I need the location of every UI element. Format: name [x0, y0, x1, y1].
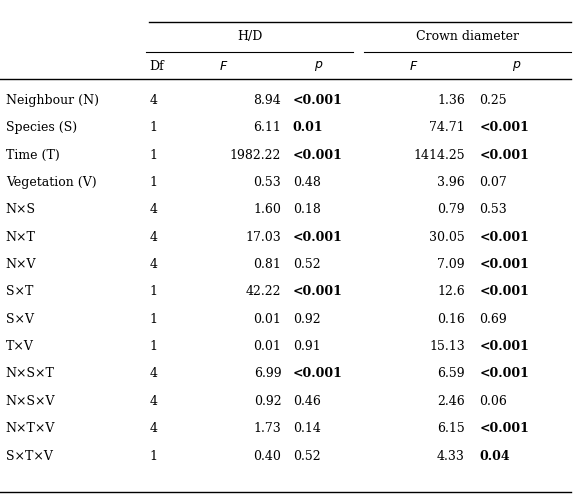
Text: 1: 1: [149, 176, 157, 188]
Text: 1: 1: [149, 148, 157, 161]
Text: <0.001: <0.001: [479, 121, 529, 134]
Text: 0.92: 0.92: [293, 312, 320, 325]
Text: S×T×V: S×T×V: [6, 449, 53, 461]
Text: 0.14: 0.14: [293, 421, 321, 434]
Text: 0.79: 0.79: [437, 203, 465, 216]
Text: <0.001: <0.001: [479, 421, 529, 434]
Text: 0.52: 0.52: [293, 449, 320, 461]
Text: 15.13: 15.13: [429, 340, 465, 352]
Text: 1: 1: [149, 121, 157, 134]
Text: 0.53: 0.53: [479, 203, 507, 216]
Text: 74.71: 74.71: [429, 121, 465, 134]
Text: 1.73: 1.73: [254, 421, 281, 434]
Text: 1: 1: [149, 340, 157, 352]
Text: 42.22: 42.22: [246, 285, 281, 298]
Text: 6.15: 6.15: [437, 421, 465, 434]
Text: <0.001: <0.001: [293, 230, 343, 243]
Text: <0.001: <0.001: [293, 285, 343, 298]
Text: 4: 4: [149, 394, 157, 407]
Text: 3.96: 3.96: [437, 176, 465, 188]
Text: 4: 4: [149, 94, 157, 107]
Text: 0.81: 0.81: [253, 258, 281, 271]
Text: 17.03: 17.03: [246, 230, 281, 243]
Text: 0.40: 0.40: [253, 449, 281, 461]
Text: N×S×T: N×S×T: [6, 367, 55, 380]
Text: <0.001: <0.001: [293, 148, 343, 161]
Text: T×V: T×V: [6, 340, 34, 352]
Text: 6.59: 6.59: [437, 367, 465, 380]
Text: <0.001: <0.001: [479, 230, 529, 243]
Text: 1: 1: [149, 449, 157, 461]
Text: 0.69: 0.69: [479, 312, 507, 325]
Text: 7.09: 7.09: [437, 258, 465, 271]
Text: 1: 1: [149, 285, 157, 298]
Text: 4: 4: [149, 230, 157, 243]
Text: $\mathit{p}$: $\mathit{p}$: [314, 59, 323, 73]
Text: 2.46: 2.46: [437, 394, 465, 407]
Text: 4: 4: [149, 203, 157, 216]
Text: 1.36: 1.36: [437, 94, 465, 107]
Text: N×T: N×T: [6, 230, 36, 243]
Text: 0.48: 0.48: [293, 176, 321, 188]
Text: <0.001: <0.001: [293, 94, 343, 107]
Text: N×T×V: N×T×V: [6, 421, 55, 434]
Text: 0.16: 0.16: [437, 312, 465, 325]
Text: 6.99: 6.99: [254, 367, 281, 380]
Text: 4: 4: [149, 367, 157, 380]
Text: 0.18: 0.18: [293, 203, 321, 216]
Text: 0.01: 0.01: [293, 121, 323, 134]
Text: 0.46: 0.46: [293, 394, 321, 407]
Text: 4: 4: [149, 258, 157, 271]
Text: 1.60: 1.60: [253, 203, 281, 216]
Text: 0.91: 0.91: [293, 340, 320, 352]
Text: 4: 4: [149, 421, 157, 434]
Text: S×T: S×T: [6, 285, 33, 298]
Text: Neighbour (N): Neighbour (N): [6, 94, 99, 107]
Text: 1414.25: 1414.25: [413, 148, 465, 161]
Text: <0.001: <0.001: [479, 285, 529, 298]
Text: $\mathit{F}$: $\mathit{F}$: [409, 60, 418, 73]
Text: 0.53: 0.53: [254, 176, 281, 188]
Text: N×V: N×V: [6, 258, 36, 271]
Text: $\mathit{F}$: $\mathit{F}$: [219, 60, 228, 73]
Text: 8.94: 8.94: [254, 94, 281, 107]
Text: 0.01: 0.01: [253, 312, 281, 325]
Text: Time (T): Time (T): [6, 148, 60, 161]
Text: 0.92: 0.92: [254, 394, 281, 407]
Text: 1: 1: [149, 312, 157, 325]
Text: 0.04: 0.04: [479, 449, 510, 461]
Text: Df: Df: [149, 60, 164, 73]
Text: H/D: H/D: [237, 30, 262, 43]
Text: Vegetation (V): Vegetation (V): [6, 176, 96, 188]
Text: 12.6: 12.6: [437, 285, 465, 298]
Text: 6.11: 6.11: [253, 121, 281, 134]
Text: <0.001: <0.001: [479, 258, 529, 271]
Text: <0.001: <0.001: [479, 340, 529, 352]
Text: 0.52: 0.52: [293, 258, 320, 271]
Text: <0.001: <0.001: [479, 148, 529, 161]
Text: Species (S): Species (S): [6, 121, 77, 134]
Text: 0.07: 0.07: [479, 176, 507, 188]
Text: 0.06: 0.06: [479, 394, 507, 407]
Text: N×S: N×S: [6, 203, 36, 216]
Text: 1982.22: 1982.22: [230, 148, 281, 161]
Text: 0.01: 0.01: [253, 340, 281, 352]
Text: <0.001: <0.001: [293, 367, 343, 380]
Text: 0.25: 0.25: [479, 94, 507, 107]
Text: 30.05: 30.05: [429, 230, 465, 243]
Text: N×S×V: N×S×V: [6, 394, 55, 407]
Text: <0.001: <0.001: [479, 367, 529, 380]
Text: 4.33: 4.33: [437, 449, 465, 461]
Text: S×V: S×V: [6, 312, 34, 325]
Text: $\mathit{p}$: $\mathit{p}$: [512, 59, 521, 73]
Text: Crown diameter: Crown diameter: [416, 30, 519, 43]
